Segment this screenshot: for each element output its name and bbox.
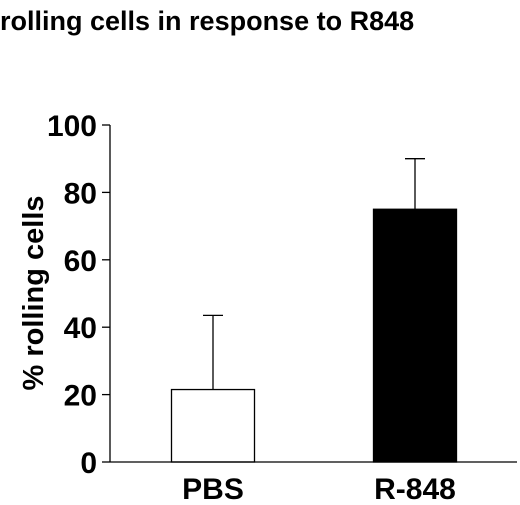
y-axis-ticks: 0 20 40 60 80 100 [47, 110, 110, 480]
y-tick-label: 80 [64, 177, 97, 210]
bar-r-848 [372, 208, 458, 463]
y-tick-label: 100 [47, 110, 97, 143]
y-tick-label: 40 [64, 312, 97, 345]
error-bars [203, 158, 425, 390]
y-tick-label: 20 [64, 380, 97, 413]
x-axis-labels: PBS R-848 [182, 473, 456, 505]
bars [170, 208, 458, 463]
y-tick-label: 60 [64, 245, 97, 278]
x-category-label: R-848 [374, 473, 456, 505]
chart-title: rolling cells in response to R848 [0, 6, 415, 36]
y-tick-label: 0 [80, 447, 97, 480]
x-category-label: PBS [182, 473, 244, 505]
y-axis-title: % rolling cells [18, 196, 50, 391]
bar-pbs [170, 388, 256, 463]
